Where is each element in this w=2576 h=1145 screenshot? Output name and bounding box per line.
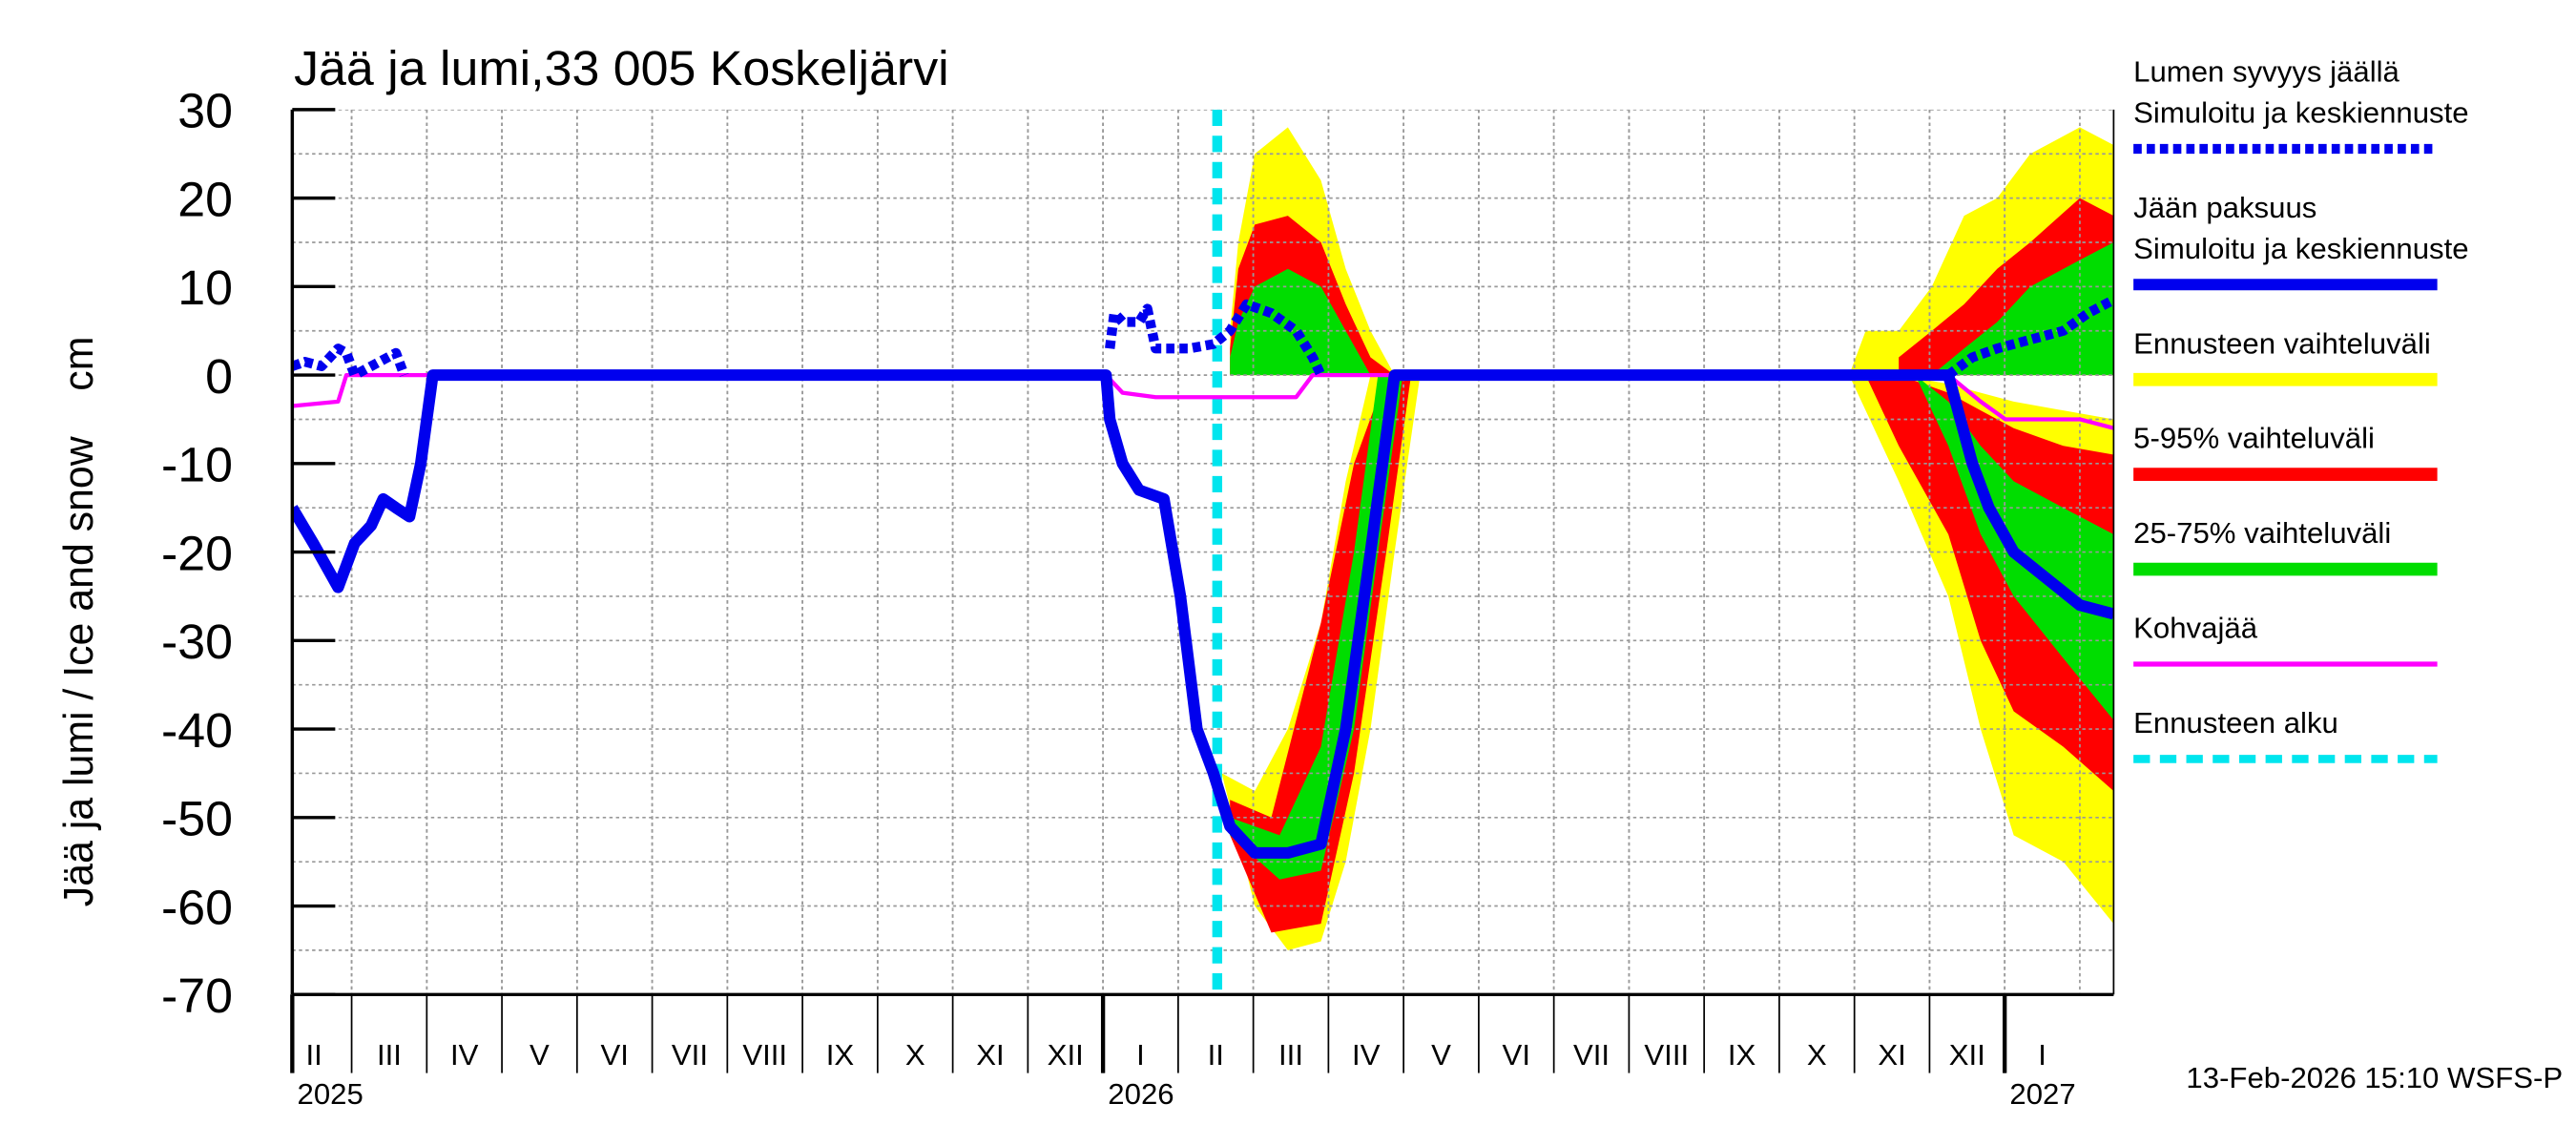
x-tick-label: IV [450,1038,479,1072]
x-tick-label: VIII [742,1038,787,1072]
y-tick-label: -70 [161,968,233,1023]
series-line [292,372,2114,430]
x-tick-label: X [1807,1038,1827,1072]
y-tick-label: 10 [177,260,233,315]
x-tick-label: VII [1573,1038,1610,1072]
band [1865,375,2114,791]
y-tick-label: -20 [161,526,233,581]
y-tick-label: -40 [161,702,233,758]
x-tick-label: VI [1503,1038,1530,1072]
x-tick-label: III [377,1038,402,1072]
x-tick-label: XI [976,1038,1004,1072]
year-label: 2025 [298,1077,364,1111]
plot-area [292,109,2114,995]
x-tick-label: V [530,1038,550,1072]
x-tick-label: I [1136,1038,1145,1072]
year-label: 2027 [2009,1077,2075,1111]
legend-label: Jään paksuus [2133,191,2316,224]
year-label: 2026 [1108,1077,1174,1111]
y-axis-label: Jää ja lumi / Ice and snow cm [56,337,102,907]
y-tick-label: 20 [177,172,233,227]
x-tick-label: XII [1949,1038,1985,1072]
legend-label: Kohvajää [2133,612,2258,645]
legend-label: Simuloitu ja keskiennuste [2133,232,2468,265]
chart-title: Jää ja lumi,33 005 Koskeljärvi [294,40,949,95]
x-tick-label: XI [1878,1038,1905,1072]
legend-label: 25-75% vaihteluväli [2133,516,2391,550]
x-tick-label: IX [1728,1038,1756,1072]
x-tick-label: XII [1048,1038,1084,1072]
x-tick-label: V [1431,1038,1451,1072]
band [1931,241,2114,376]
y-tick-label: -50 [161,791,233,846]
y-tick-label: -30 [161,614,233,669]
x-tick-label: VII [672,1038,708,1072]
x-tick-label: VI [600,1038,628,1072]
x-tick-label: IX [826,1038,855,1072]
y-tick-label: 0 [205,348,233,404]
band [1230,268,1395,376]
x-tick-label: II [1208,1038,1224,1072]
y-tick-label: -60 [161,880,233,935]
legend-label: Lumen syvyys jäällä [2133,55,2399,89]
timestamp: 13-Feb-2026 15:10 WSFS-P [2186,1061,2563,1094]
x-tick-label: IV [1352,1038,1381,1072]
legend-label: Simuloitu ja keskiennuste [2133,96,2468,130]
series-line [292,369,2114,859]
legend-label: 5-95% vaihteluväli [2133,422,2375,455]
x-tick-label: I [2038,1038,2046,1072]
y-tick-label: -10 [161,437,233,492]
x-tick-label: X [905,1038,925,1072]
legend-label: Ennusteen vaihteluväli [2133,326,2431,360]
x-tick-label: II [306,1038,322,1072]
x-tick-label: VIII [1644,1038,1689,1072]
series-line [292,295,2114,381]
legend-label: Ennusteen alku [2133,706,2338,739]
y-tick-label: 30 [177,83,233,138]
x-tick-label: III [1278,1038,1303,1072]
